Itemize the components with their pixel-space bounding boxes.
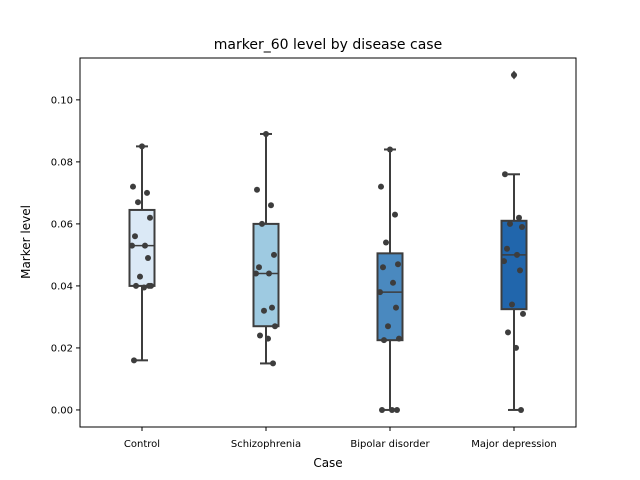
data-point	[135, 199, 141, 206]
data-point	[141, 284, 147, 291]
chart-title: marker_60 level by disease case	[214, 37, 442, 53]
data-point	[513, 344, 519, 351]
data-point	[146, 282, 152, 289]
data-point	[145, 255, 151, 262]
x-axis-label: Case	[313, 456, 342, 470]
data-point	[387, 146, 393, 153]
data-point	[517, 267, 523, 274]
data-point	[147, 214, 153, 221]
y-axis-label: Marker level	[19, 205, 33, 279]
data-point	[502, 171, 508, 178]
data-point	[263, 130, 269, 137]
data-point	[268, 202, 274, 209]
data-point	[518, 406, 524, 413]
data-point	[511, 72, 517, 79]
data-point	[394, 406, 400, 413]
data-point	[519, 223, 525, 230]
data-point	[259, 220, 265, 227]
data-point	[380, 264, 386, 271]
data-point	[395, 261, 401, 268]
data-point	[516, 214, 522, 221]
data-point	[393, 304, 399, 311]
box-group	[500, 70, 528, 411]
data-point	[379, 406, 385, 413]
data-point	[129, 242, 135, 249]
data-point	[130, 183, 136, 190]
x-tick-label: Major depression	[471, 439, 557, 450]
data-point	[142, 242, 148, 249]
y-tick-label: 0.10	[51, 95, 73, 106]
data-point	[509, 301, 515, 308]
data-point	[520, 310, 526, 317]
data-point	[131, 357, 137, 364]
box-group	[128, 145, 156, 362]
data-point	[504, 245, 510, 252]
data-point	[385, 323, 391, 330]
data-point	[137, 273, 143, 280]
data-point	[253, 270, 259, 277]
data-point	[254, 186, 260, 193]
data-point	[132, 233, 138, 240]
y-tick-label: 0.04	[51, 281, 73, 292]
data-point	[133, 282, 139, 289]
data-point	[139, 143, 145, 150]
data-point	[261, 307, 267, 314]
plot-frame	[79, 57, 577, 428]
data-point	[270, 360, 276, 367]
x-tick-label: Control	[124, 439, 160, 450]
data-point	[383, 239, 389, 246]
box	[500, 219, 528, 311]
x-tick-label: Schizophrenia	[231, 439, 301, 450]
data-point	[377, 289, 383, 296]
y-axis: 0.00 0.02 0.04 0.06 0.08 0.10	[51, 95, 80, 416]
x-axis: Control Schizophrenia Bipolar disorder Majo…	[124, 427, 557, 450]
data-point	[501, 258, 507, 265]
data-point	[390, 279, 396, 286]
data-point	[514, 251, 520, 258]
data-point	[381, 337, 387, 344]
data-point	[269, 304, 275, 311]
data-point	[392, 211, 398, 218]
data-point	[396, 335, 402, 342]
data-point	[507, 220, 513, 227]
y-tick-label: 0.06	[51, 219, 73, 230]
data-point	[389, 406, 395, 413]
data-point	[265, 335, 271, 342]
data-point	[271, 251, 277, 258]
plot-area	[128, 70, 528, 413]
data-point	[272, 323, 278, 330]
data-point	[378, 183, 384, 190]
y-tick-label: 0.00	[51, 405, 73, 416]
data-point	[257, 332, 263, 339]
x-tick-label: Bipolar disorder	[350, 439, 430, 450]
data-point	[256, 264, 262, 271]
data-point	[505, 329, 511, 336]
y-tick-label: 0.08	[51, 157, 73, 168]
y-tick-label: 0.02	[51, 343, 73, 354]
data-point	[144, 189, 150, 196]
data-point	[266, 270, 272, 277]
